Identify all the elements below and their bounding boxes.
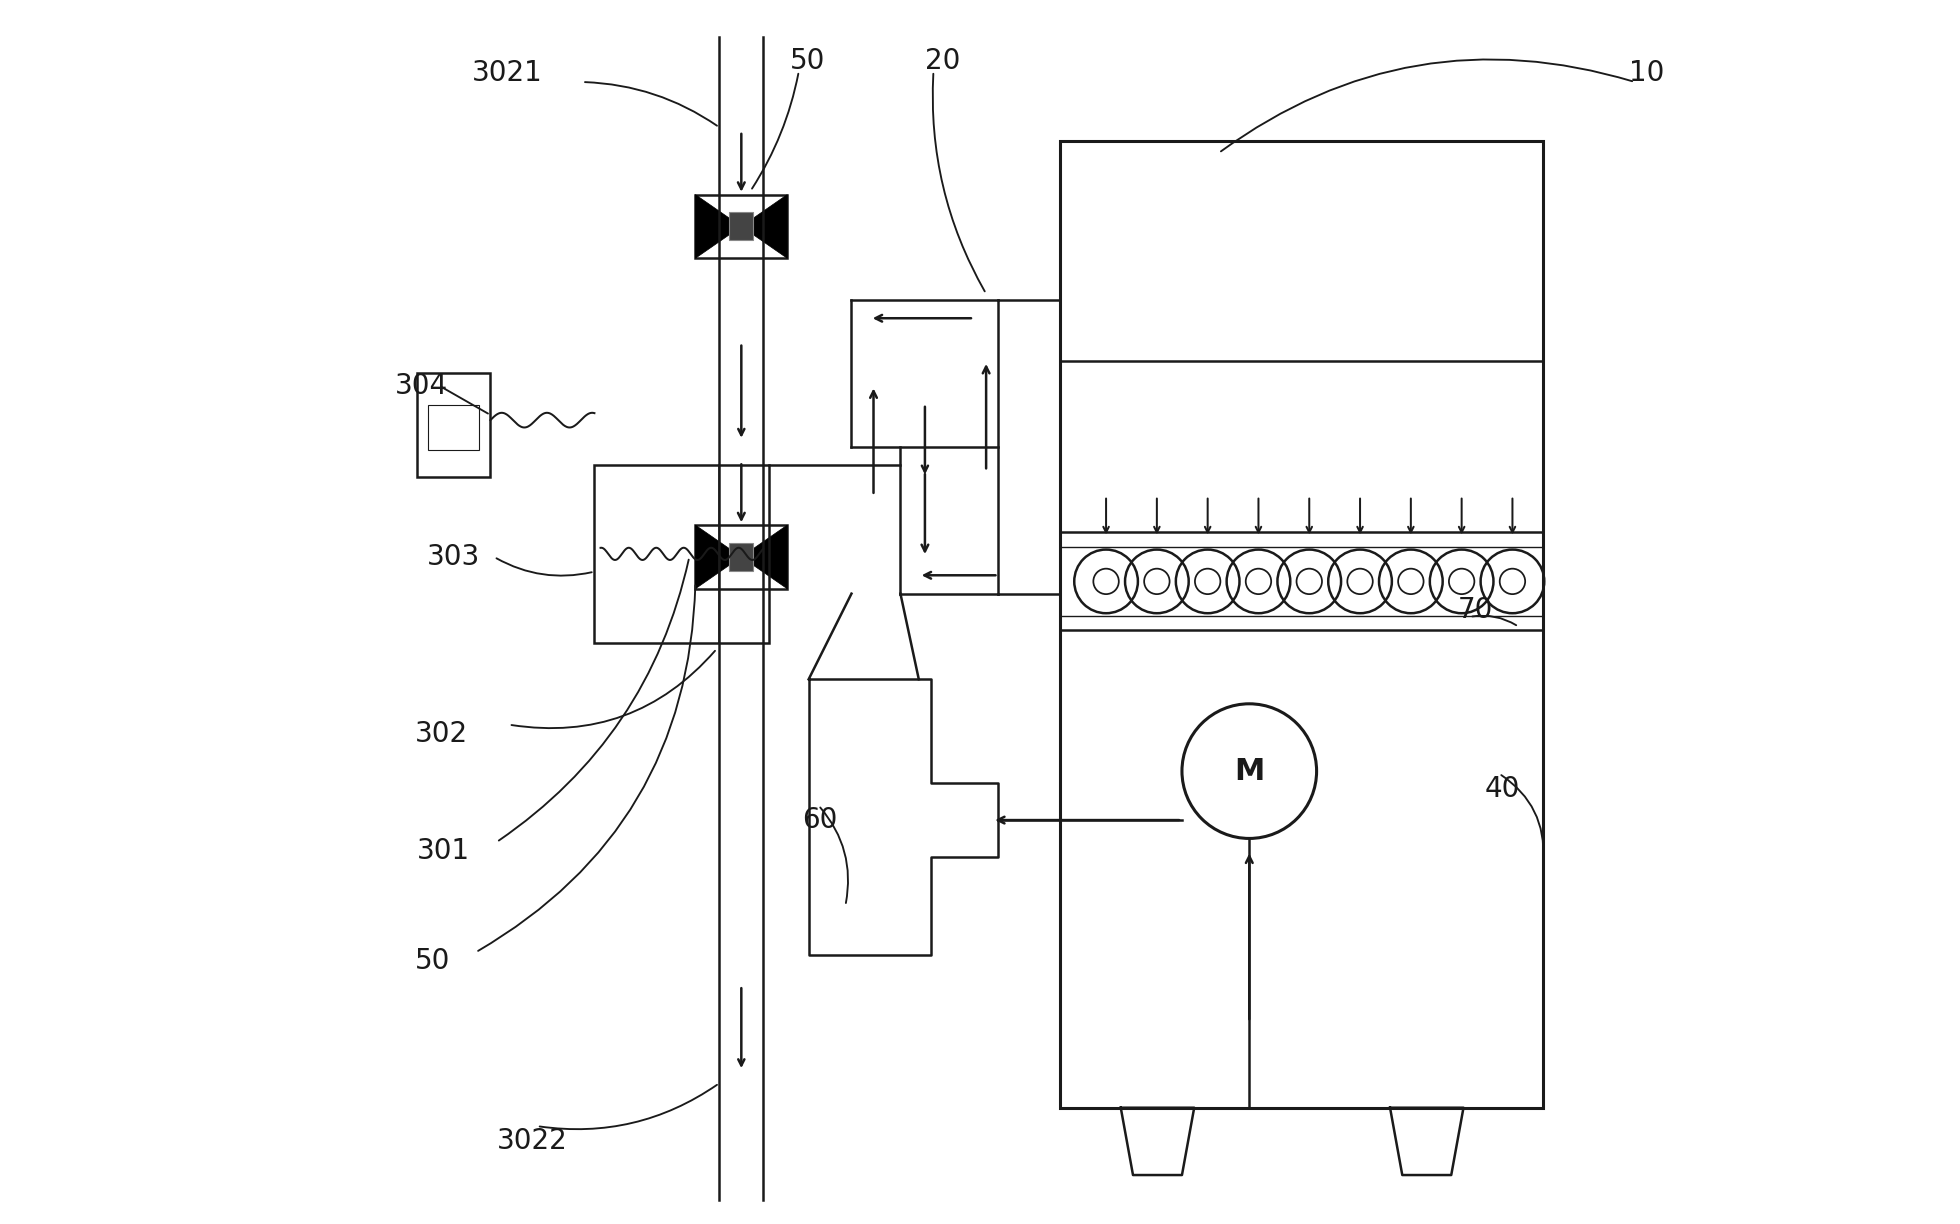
Bar [427,405,480,450]
Polygon shape [741,195,788,258]
Text: 20: 20 [925,48,960,75]
Bar [594,465,770,643]
Text: 301: 301 [417,837,470,864]
Bar [696,525,788,589]
Polygon shape [696,525,741,589]
Text: 10: 10 [1629,60,1664,87]
Text: 304: 304 [394,372,449,399]
Text: 302: 302 [414,721,468,748]
Bar [729,213,753,240]
Polygon shape [696,195,741,258]
Text: 50: 50 [414,947,451,974]
Text: 40: 40 [1484,776,1519,803]
Text: 60: 60 [802,807,837,834]
Text: M: M [1235,756,1264,786]
Polygon shape [741,525,788,589]
Bar [1060,141,1543,1108]
Bar [729,543,753,570]
Text: 70: 70 [1458,596,1494,623]
Bar [417,373,490,477]
Text: 303: 303 [427,543,480,570]
Bar [696,195,788,258]
Text: 3021: 3021 [472,60,543,87]
Text: 50: 50 [790,48,825,75]
Text: 3022: 3022 [496,1127,566,1154]
